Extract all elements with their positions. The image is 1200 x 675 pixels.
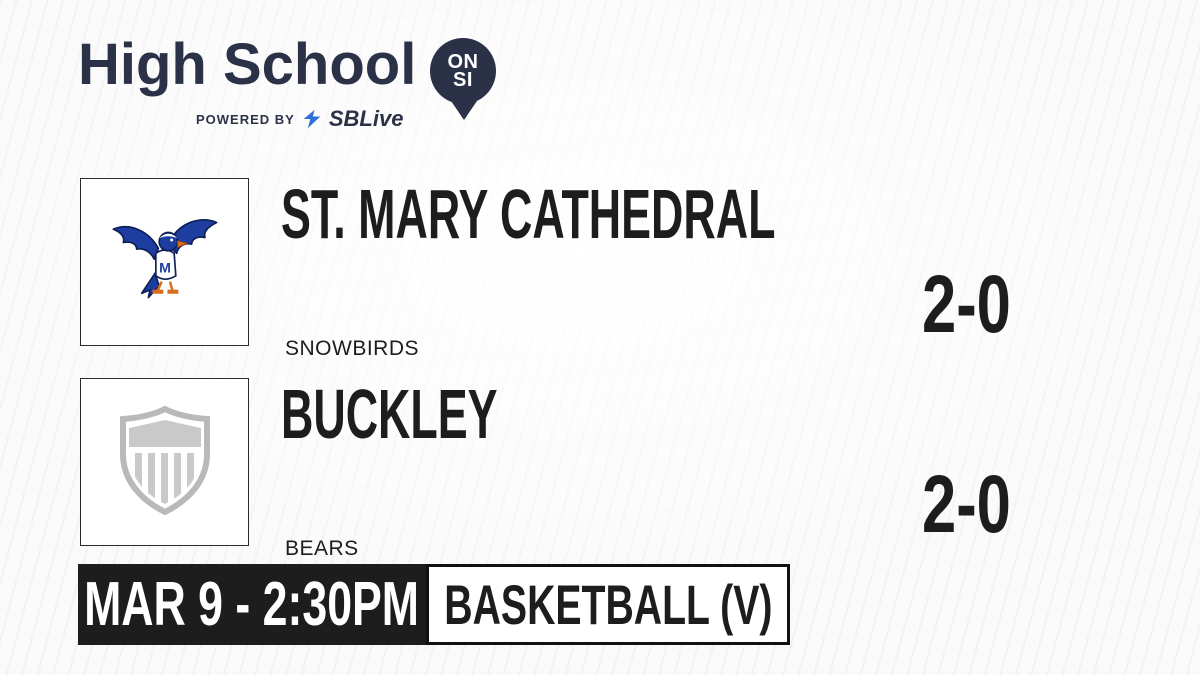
sport-level-box: BASKETBALL (V) (426, 564, 790, 645)
snowbird-mascot-logo: M (106, 210, 224, 315)
team1-mascot: SNOWBIRDS (285, 337, 420, 360)
powered-by-label: POWERED BY (196, 111, 295, 127)
pin-text-si: SI (453, 69, 473, 91)
svg-text:M: M (159, 260, 171, 276)
team2-name: BUCKLEY (281, 375, 498, 453)
pin-tail (449, 98, 479, 120)
team1-record: 2-0 (922, 259, 1011, 350)
game-datetime-box: MAR 9 - 2:30PM (78, 564, 426, 645)
header-brand: High School ON SI (78, 32, 496, 120)
generic-shield-logo (115, 405, 215, 520)
on-si-pin-icon: ON SI (430, 38, 498, 120)
team2-mascot: BEARS (285, 537, 359, 560)
team2-logo-box (80, 378, 249, 546)
sblive-bolt-icon (302, 109, 322, 129)
powered-by-row: POWERED BY SBLive (196, 106, 403, 132)
on-si-pin-circle: ON SI (430, 38, 496, 104)
team1-name: ST. MARY CATHEDRAL (281, 175, 776, 253)
team1-logo-box: M (80, 178, 249, 346)
sport-level: BASKETBALL (V) (443, 572, 773, 636)
pin-text-on: ON (447, 50, 479, 73)
sblive-wordmark: SBLive (328, 106, 404, 131)
brand-title: High School (78, 32, 417, 97)
game-datetime: MAR 9 - 2:30PM (84, 569, 420, 639)
team2-record: 2-0 (922, 459, 1011, 550)
